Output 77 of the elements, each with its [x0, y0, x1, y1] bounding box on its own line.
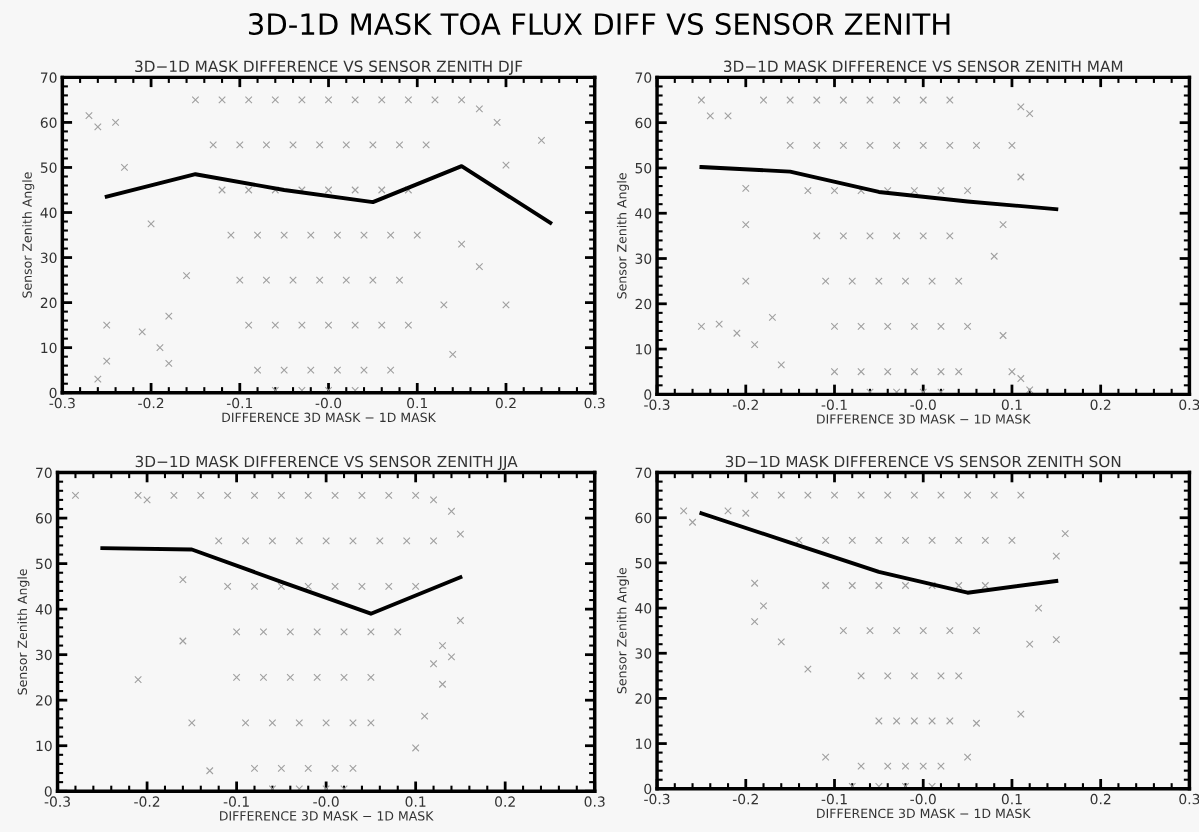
y-axis-title: Sensor Zenith Angle: [616, 173, 629, 299]
x-tick-label: -0.3: [644, 793, 670, 805]
x-tick-label: 0.2: [495, 796, 515, 807]
y-tick-label: 0: [644, 783, 652, 795]
y-tick-label: 60: [635, 512, 652, 524]
x-axis-title: DIFFERENCE 3D MASK − 1D MASK: [817, 808, 1031, 819]
chart-title: 3D−1D MASK DIFFERENCE VS SENSOR ZENITH MAM: [724, 60, 1123, 73]
x-tick-label: 0.2: [495, 397, 516, 409]
y-tick-label: 60: [635, 117, 652, 129]
y-tick-label: 40: [635, 603, 652, 614]
x-tick-label: 0.2: [1090, 399, 1111, 410]
y-tick-label: 30: [36, 649, 52, 661]
y-tick-label: 70: [635, 72, 652, 83]
y-tick-label: 70: [40, 72, 57, 83]
y-tick-label: 0: [644, 389, 652, 400]
chart-title: 3D−1D MASK DIFFERENCE VS SENSOR ZENITH DJF: [135, 60, 523, 75]
y-tick-label: 0: [49, 387, 57, 399]
y-axis-title: Sensor Zenith Angle: [616, 567, 629, 694]
y-axis-title: Sensor Zenith Angle: [17, 569, 30, 695]
x-tick-label: 0.1: [1001, 399, 1022, 410]
y-tick-label: 0: [44, 786, 52, 797]
x-tick-label: 0.1: [1001, 793, 1022, 805]
line-series: [104, 164, 553, 225]
y-tick-label: 10: [636, 344, 652, 355]
x-tick-label: -0.2: [138, 397, 164, 409]
y-tick-label: 30: [635, 648, 652, 659]
y-tick-label: 20: [40, 297, 57, 309]
y-tick-label: 50: [36, 558, 52, 570]
y-tick-label: 40: [35, 604, 52, 615]
text: 3D-1D MASK TOA FLUX DIFF VS SENSOR ZENITH: [248, 13, 950, 36]
y-tick-label: 70: [36, 467, 52, 479]
y-tick-label: 30: [635, 253, 652, 264]
x-tick-label: -0.1: [821, 793, 847, 805]
y-tick-label: 50: [635, 162, 652, 174]
y-tick-label: 10: [41, 342, 57, 354]
x-axis-title: DIFFERENCE 3D MASK − 1D MASK: [220, 811, 434, 821]
x-tick-label: -0.0: [315, 397, 342, 409]
x-tick-label: 0.3: [1179, 793, 1199, 805]
x-tick-label: 0.1: [407, 397, 428, 409]
chart-title: 3D−1D MASK DIFFERENCE VS SENSOR ZENITH JJA: [135, 455, 518, 471]
line-series: [699, 511, 1059, 595]
x-tick-label: 0.3: [584, 397, 605, 409]
y-tick-label: 50: [40, 162, 57, 173]
chart-title: 3D−1D MASK DIFFERENCE VS SENSOR ZENITH SON: [725, 455, 1121, 468]
y-axis-title: Sensor Zenith Angle: [22, 172, 35, 298]
x-tick-label: 0.3: [1179, 399, 1199, 410]
x-tick-label: -0.3: [44, 796, 70, 807]
x-tick-label: -0.2: [732, 793, 758, 805]
y-tick-label: 50: [635, 557, 652, 569]
x-tick-label: -0.2: [134, 796, 160, 807]
y-tick-label: 70: [635, 467, 652, 479]
y-tick-label: 20: [635, 298, 652, 310]
x-axis-title: DIFFERENCE 3D MASK − 1D MASK: [222, 412, 437, 423]
line-series: [699, 165, 1059, 212]
x-tick-label: 0.1: [405, 796, 426, 807]
y-tick-label: 10: [636, 738, 652, 750]
x-tick-label: -0.1: [226, 397, 253, 409]
x-tick-label: 0.3: [584, 796, 605, 807]
x-tick-label: -0.0: [313, 796, 339, 807]
y-tick-label: 30: [40, 252, 57, 264]
x-tick-label: -0.2: [732, 399, 758, 410]
y-tick-label: 40: [635, 208, 652, 219]
line-series: [100, 546, 463, 616]
y-tick-label: 60: [35, 513, 52, 524]
y-tick-label: 20: [36, 695, 52, 706]
x-tick-label: -0.0: [910, 399, 936, 410]
x-axis-title: DIFFERENCE 3D MASK − 1D MASK: [817, 414, 1031, 424]
x-tick-label: -0.3: [49, 397, 75, 409]
x-tick-label: -0.3: [644, 399, 670, 410]
y-tick-label: 10: [36, 740, 52, 752]
y-tick-label: 60: [40, 117, 57, 128]
x-tick-label: -0.1: [223, 796, 249, 807]
x-tick-label: 0.2: [1090, 793, 1111, 805]
y-tick-label: 20: [635, 693, 652, 704]
x-tick-label: -0.1: [821, 399, 847, 410]
y-tick-label: 40: [40, 207, 57, 218]
x-tick-label: -0.0: [910, 793, 936, 805]
